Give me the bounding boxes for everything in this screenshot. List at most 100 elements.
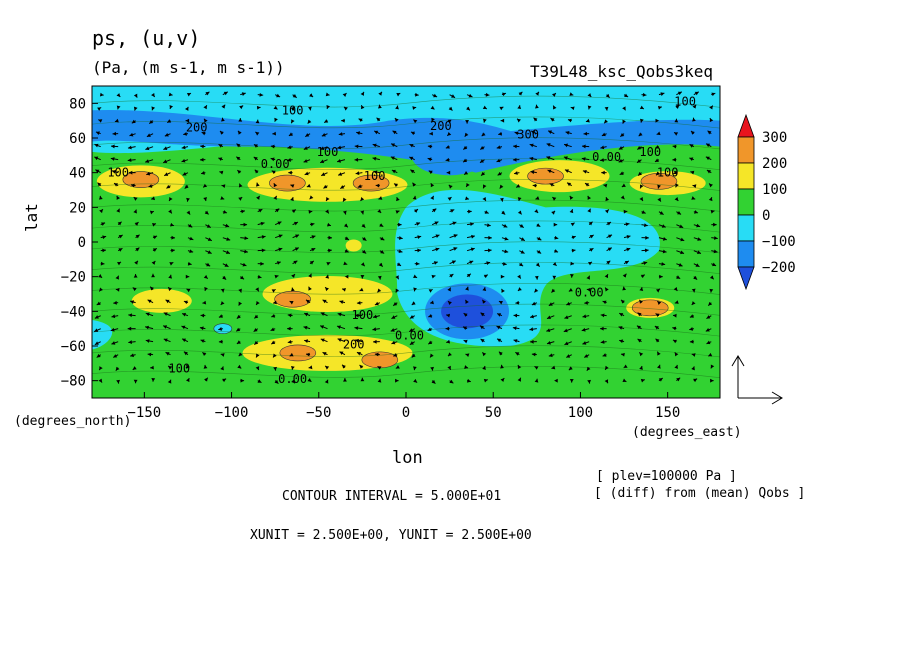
wind-arrowhead <box>427 144 432 149</box>
wind-arrowhead <box>95 169 100 174</box>
wind-arrowhead <box>343 106 348 111</box>
wind-arrowhead <box>204 286 208 291</box>
wind-arrowhead <box>254 314 259 319</box>
wind-arrowhead <box>271 289 276 293</box>
wind-arrowhead <box>604 274 609 279</box>
wind-arrowhead <box>168 274 173 279</box>
wind-arrowhead <box>310 222 315 227</box>
wind-arrowhead <box>99 366 103 371</box>
wind-arrowhead <box>500 274 505 279</box>
wind-arrowhead <box>466 273 471 278</box>
wind-arrowhead <box>691 196 696 200</box>
wind-arrowhead <box>678 263 683 267</box>
wind-arrowhead <box>295 234 300 238</box>
wind-arrowhead <box>170 222 174 227</box>
wind-arrowhead <box>623 209 628 214</box>
wind-arrowhead <box>661 224 666 228</box>
wind-arrowhead <box>409 328 414 332</box>
wind-arrowhead <box>694 91 699 96</box>
wind-arrowhead <box>696 223 701 228</box>
wind-arrowhead <box>618 146 623 150</box>
contour-label: 100 <box>317 145 339 159</box>
wind-arrowhead <box>203 364 208 369</box>
wind-arrowhead <box>255 366 260 371</box>
wind-arrowhead <box>620 195 625 200</box>
wind-arrowhead <box>692 117 696 122</box>
wind-arrowhead <box>481 132 486 137</box>
wind-arrowhead <box>271 340 276 345</box>
wind-arrowhead <box>255 119 260 124</box>
wind-arrowhead <box>513 144 517 149</box>
vector-reference-arrow <box>731 355 783 405</box>
wind-arrowhead <box>697 237 702 241</box>
wind-arrowhead <box>183 131 187 136</box>
wind-arrowhead <box>354 157 359 162</box>
wind-arrowhead <box>189 236 194 241</box>
wind-arrowhead <box>550 118 555 122</box>
wind-arrowhead <box>102 235 107 240</box>
colorbar-label: 0 <box>762 208 770 224</box>
wind-arrowhead <box>340 185 345 189</box>
wind-arrowhead <box>691 353 696 357</box>
wind-arrowhead <box>706 170 711 174</box>
wind-arrowhead <box>586 287 591 292</box>
wind-arrowhead <box>376 117 381 122</box>
colorbar-segment <box>737 266 755 291</box>
wind-arrowhead <box>709 288 714 293</box>
wind-arrowhead <box>337 338 342 342</box>
wind-arrowhead <box>395 288 400 293</box>
wind-arrowhead <box>619 313 624 317</box>
x-tick-label: 50 <box>485 405 502 421</box>
wind-arrowhead <box>551 365 556 370</box>
wind-arrowhead <box>622 378 627 383</box>
wind-arrowhead <box>471 234 475 239</box>
wind-arrowhead <box>145 339 150 343</box>
wind-arrowhead <box>130 183 135 188</box>
wind-arrowhead <box>662 237 667 241</box>
wind-arrowhead <box>145 312 150 317</box>
high-core <box>352 174 390 192</box>
wind-arrowhead <box>94 341 99 345</box>
wind-arrowhead <box>429 131 434 136</box>
wind-arrowhead <box>497 171 502 176</box>
x-tick-label: 100 <box>568 405 593 421</box>
wind-arrowhead <box>395 105 399 110</box>
wind-arrowhead <box>588 221 593 226</box>
x-tick-label: −50 <box>306 405 331 421</box>
contour-label: 0.00 <box>261 157 290 171</box>
wind-arrowhead <box>308 273 312 278</box>
wind-arrowhead <box>168 365 173 370</box>
wind-arrowhead <box>517 274 521 279</box>
wind-arrowhead <box>480 312 485 317</box>
wind-arrowhead <box>223 91 228 96</box>
wind-arrowhead <box>655 145 660 149</box>
wind-arrowhead <box>453 234 458 238</box>
wind-arrowhead <box>600 145 605 150</box>
wind-arrowhead <box>320 325 325 329</box>
wind-arrowhead <box>534 366 539 370</box>
wind-arrowhead <box>149 119 154 124</box>
wind-arrowhead <box>708 197 713 202</box>
wind-arrowhead <box>479 325 484 330</box>
colorbar-label: 200 <box>762 156 787 172</box>
wind-arrowhead <box>291 379 295 384</box>
wind-arrowhead <box>657 351 661 356</box>
wind-arrowhead <box>713 249 718 254</box>
wind-arrowhead <box>480 338 485 343</box>
wind-arrowhead <box>147 299 152 304</box>
contour-line <box>92 262 720 275</box>
wind-arrowhead <box>165 299 170 304</box>
wind-arrowhead <box>607 247 612 252</box>
wind-arrowhead <box>430 353 434 358</box>
wind-arrowhead <box>127 145 132 150</box>
wind-arrowhead <box>181 158 186 163</box>
wind-arrowhead <box>622 273 627 278</box>
wind-arrowhead <box>163 338 168 343</box>
wind-arrowhead <box>203 183 208 188</box>
wind-arrowhead <box>100 261 105 266</box>
wind-arrowhead <box>482 365 486 370</box>
wind-arrowhead <box>622 106 626 111</box>
wind-arrowhead <box>221 184 226 188</box>
plev-note: [ plev=100000 Pa ] <box>596 469 737 484</box>
wind-arrowhead <box>414 209 418 213</box>
